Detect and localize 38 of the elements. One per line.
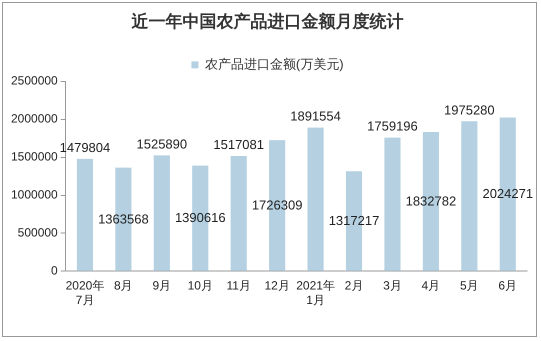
x-tick-label: 2021年 1月 — [296, 278, 335, 308]
y-tick-label: 1500000 — [11, 150, 58, 164]
y-tick-label: 500000 — [18, 226, 58, 240]
data-label: 1891554 — [290, 108, 341, 124]
x-tick-label: 3月 — [383, 278, 402, 293]
x-tick-label: 12月 — [264, 278, 290, 293]
bar — [308, 128, 324, 271]
data-label: 1975280 — [444, 102, 495, 118]
x-tick-label: 2020年 7月 — [66, 278, 104, 308]
data-label: 1363568 — [98, 211, 149, 226]
x-tick-label: 10月 — [188, 278, 213, 293]
data-label: 1479804 — [60, 140, 110, 155]
y-tick-label: 2000000 — [11, 112, 58, 126]
bar — [230, 156, 247, 271]
x-tick-label: 9月 — [152, 278, 172, 293]
y-tick-label: 0 — [51, 264, 58, 278]
data-label: 1832782 — [406, 193, 456, 208]
x-tick-label: 2月 — [344, 278, 364, 293]
data-label: 1390616 — [174, 210, 226, 226]
bar — [384, 138, 401, 271]
bar — [461, 121, 478, 271]
x-tick-label: 4月 — [422, 278, 440, 293]
bar — [76, 158, 94, 271]
x-tick-label: 11月 — [226, 278, 251, 293]
x-tick-label: 5月 — [460, 278, 479, 293]
x-tick-label: 6月 — [498, 278, 518, 293]
data-label: 1517081 — [213, 137, 264, 152]
x-tick-label: 8月 — [114, 278, 133, 293]
chart-title: 近一年中国农产品进口金额月度统计 — [130, 12, 404, 31]
data-label: 1759196 — [367, 118, 418, 134]
data-label: 1726309 — [252, 197, 302, 212]
legend-label: 农产品进口金额(万美元) — [204, 56, 344, 72]
data-label: 1317217 — [328, 213, 380, 228]
y-tick-label: 1000000 — [11, 188, 58, 202]
data-label: 1525890 — [136, 136, 188, 152]
data-label: 2024271 — [482, 186, 534, 202]
y-tick-label: 2500000 — [11, 74, 58, 88]
bar — [154, 155, 170, 271]
